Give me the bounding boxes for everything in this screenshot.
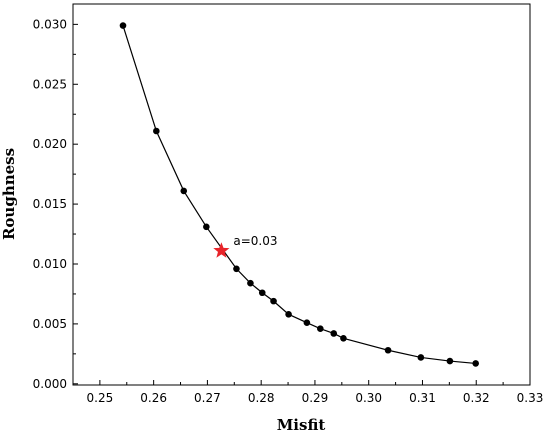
data-point xyxy=(285,311,292,318)
data-point xyxy=(203,223,210,231)
data-point xyxy=(180,187,188,195)
x-tick-label: 0.33 xyxy=(517,391,544,405)
x-tick-label: 0.28 xyxy=(248,391,275,405)
series-points xyxy=(119,22,479,367)
data-point xyxy=(119,22,127,29)
data-point xyxy=(330,330,338,337)
y-tick-label: 0.030 xyxy=(33,17,67,31)
x-tick-label: 0.25 xyxy=(87,391,114,405)
data-point xyxy=(317,325,324,332)
data-point xyxy=(233,265,240,273)
data-point xyxy=(472,360,479,367)
y-tick-label: 0.015 xyxy=(33,197,67,211)
x-tick-label: 0.31 xyxy=(409,391,436,405)
data-point xyxy=(258,289,266,297)
y-tick-label: 0.010 xyxy=(33,257,67,271)
y-tick-label: 0.025 xyxy=(33,77,67,91)
plot-frame xyxy=(72,3,531,386)
data-point xyxy=(340,334,347,342)
y-axis: 0.000 0.005 0.010 0.015 0.020 0.025 0.030 xyxy=(33,17,78,391)
data-point xyxy=(384,346,392,354)
x-tick-label: 0.29 xyxy=(302,391,329,405)
series-line xyxy=(122,25,476,365)
x-tick-label: 0.32 xyxy=(463,391,490,405)
x-tick-label: 0.27 xyxy=(194,391,221,405)
data-point xyxy=(153,127,160,135)
data-point xyxy=(303,319,311,326)
x-axis: 0.25 0.26 0.27 0.28 0.29 0.30 0.31 0.32 0.33 xyxy=(87,380,544,405)
x-tick-label: 0.30 xyxy=(355,391,382,405)
data-point xyxy=(247,279,254,287)
highlight-star-marker xyxy=(213,242,230,258)
x-tick-label: 0.26 xyxy=(140,391,167,405)
x-axis-title: Misfit xyxy=(277,416,326,434)
highlight-annotation: a=0.03 xyxy=(233,234,277,248)
y-tick-label: 0.020 xyxy=(33,137,67,151)
y-tick-label: 0.000 xyxy=(33,377,67,391)
data-point xyxy=(270,297,277,305)
y-tick-label: 0.005 xyxy=(33,317,67,331)
data-point xyxy=(446,357,454,365)
data-point xyxy=(417,354,425,361)
y-axis-title: Roughness xyxy=(0,148,18,240)
